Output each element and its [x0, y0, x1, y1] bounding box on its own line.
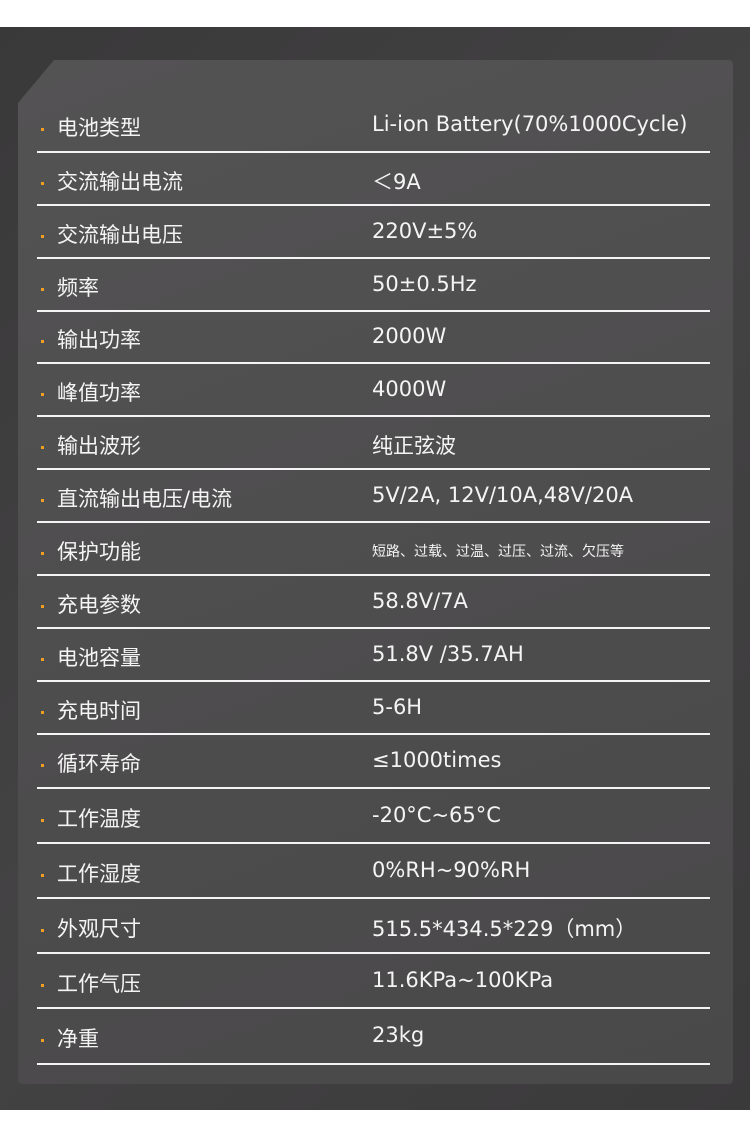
spec-label: 频率 — [57, 275, 99, 300]
spec-value: 220V±5% — [372, 218, 478, 243]
spec-label: 充电时间 — [57, 698, 141, 723]
bullet-dot-icon — [41, 604, 44, 608]
spec-row: 频率 50±0.5Hz — [37, 259, 710, 312]
spec-value: 短路、过载、过温、过压、过流、欠压等 — [372, 543, 624, 560]
bullet-dot-icon — [41, 657, 44, 661]
bullet-dot-icon — [41, 764, 44, 767]
spec-row: 输出功率 2000W — [37, 312, 710, 364]
spec-label: 交流输出电压 — [57, 222, 183, 247]
spec-value: 23kg — [372, 1023, 425, 1047]
spec-value: 515.5*434.5*229（mm） — [372, 916, 637, 941]
bullet-dot-icon — [41, 498, 44, 502]
spec-label: 输出波形 — [57, 433, 141, 458]
spec-panel — [18, 60, 733, 1084]
spec-label: 循环寿命 — [57, 752, 141, 776]
spec-row: 工作气压 11.6KPa~100KPa — [37, 954, 710, 1009]
spec-row: 电池类型 Li-ion Battery(70%1000Cycle) — [37, 98, 710, 153]
bullet-dot-icon — [41, 287, 44, 291]
spec-label: 工作温度 — [57, 806, 141, 831]
spec-value: 11.6KPa~100KPa — [372, 967, 554, 992]
spec-value: 0%RH~90%RH — [372, 857, 531, 882]
spec-label: 输出功率 — [57, 328, 141, 352]
spec-label: 工作气压 — [57, 971, 141, 996]
spec-value: Li-ion Battery(70%1000Cycle) — [372, 111, 688, 136]
spec-row: 直流输出电压/电流 5V/2A, 12V/10A,48V/20A — [37, 470, 710, 523]
spec-label: 峰值功率 — [57, 380, 141, 405]
bullet-dot-icon — [41, 234, 44, 238]
bullet-dot-icon — [41, 928, 44, 932]
spec-value: -20°C~65°C — [372, 802, 501, 827]
spec-value: ＜9A — [372, 169, 421, 194]
bullet-dot-icon — [41, 445, 44, 449]
spec-row: 交流输出电流 ＜9A — [37, 153, 710, 206]
spec-row: 保护功能 短路、过载、过温、过压、过流、欠压等 — [37, 523, 710, 576]
spec-value: 51.8V /35.7AH — [372, 641, 524, 666]
spec-label: 直流输出电压/电流 — [57, 486, 233, 511]
spec-row: 输出波形 纯正弦波 — [37, 417, 710, 470]
spec-value: 5V/2A, 12V/10A,48V/20A — [372, 482, 634, 507]
bullet-dot-icon — [41, 983, 44, 987]
bullet-dot-icon — [41, 127, 44, 131]
spec-label: 外观尺寸 — [57, 916, 141, 941]
spec-row: 外观尺寸 515.5*434.5*229（mm） — [37, 899, 710, 954]
spec-value: 50±0.5Hz — [372, 271, 477, 296]
spec-label: 保护功能 — [57, 539, 141, 564]
spec-row: 净重 23kg — [37, 1009, 710, 1065]
bullet-dot-icon — [41, 1039, 44, 1042]
spec-row: 交流输出电压 220V±5% — [37, 206, 710, 259]
spec-row: 工作湿度 0%RH~90%RH — [37, 844, 710, 899]
spec-row: 循环寿命 ≤1000times — [37, 735, 710, 789]
spec-row: 峰值功率 4000W — [37, 364, 710, 417]
spec-label: 交流输出电流 — [57, 169, 183, 194]
spec-row: 电池容量 51.8V /35.7AH — [37, 629, 710, 682]
spec-row: 工作温度 -20°C~65°C — [37, 789, 710, 844]
spec-label: 充电参数 — [57, 592, 141, 617]
spec-row: 充电时间 5-6H — [37, 682, 710, 735]
spec-value: 58.8V/7A — [372, 588, 468, 613]
spec-value: ≤1000times — [372, 748, 502, 772]
bullet-dot-icon — [41, 873, 44, 877]
spec-value: 2000W — [372, 324, 447, 348]
bullet-dot-icon — [41, 710, 44, 714]
spec-value: 5-6H — [372, 694, 423, 719]
spec-value: 纯正弦波 — [372, 433, 456, 458]
bullet-dot-icon — [41, 340, 44, 343]
spec-row: 充电参数 58.8V/7A — [37, 576, 710, 629]
spec-label: 电池类型 — [57, 115, 141, 140]
spec-label: 净重 — [57, 1027, 99, 1051]
spec-label: 工作湿度 — [57, 861, 141, 886]
bullet-dot-icon — [41, 392, 44, 396]
spec-label: 电池容量 — [57, 645, 141, 670]
spec-value: 4000W — [372, 376, 447, 401]
bullet-dot-icon — [41, 181, 44, 185]
bullet-dot-icon — [41, 818, 44, 822]
bullet-dot-icon — [41, 551, 44, 555]
